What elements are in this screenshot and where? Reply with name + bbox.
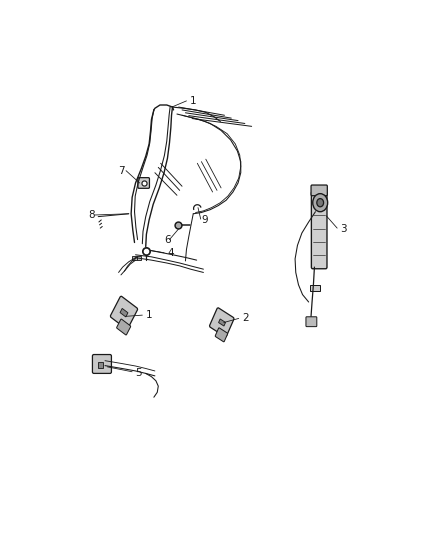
Text: 2: 2 <box>242 313 249 324</box>
Bar <box>98 362 103 368</box>
Text: 1: 1 <box>146 310 152 320</box>
FancyBboxPatch shape <box>92 354 111 374</box>
Bar <box>120 309 128 317</box>
Text: 1: 1 <box>190 96 197 106</box>
Bar <box>219 319 226 326</box>
FancyBboxPatch shape <box>306 317 317 327</box>
FancyBboxPatch shape <box>110 296 138 329</box>
Bar <box>132 256 137 260</box>
Text: 5: 5 <box>135 368 142 377</box>
Circle shape <box>313 193 328 212</box>
Bar <box>137 256 141 260</box>
Circle shape <box>317 199 324 207</box>
Text: 8: 8 <box>88 210 95 220</box>
FancyBboxPatch shape <box>311 185 327 196</box>
FancyBboxPatch shape <box>138 177 149 188</box>
FancyBboxPatch shape <box>215 328 228 342</box>
Text: 7: 7 <box>119 166 125 176</box>
Text: 4: 4 <box>167 248 174 258</box>
Text: 3: 3 <box>340 224 346 234</box>
FancyBboxPatch shape <box>209 308 234 337</box>
FancyBboxPatch shape <box>311 191 327 269</box>
Text: 9: 9 <box>201 215 208 225</box>
Text: 6: 6 <box>164 235 171 245</box>
Bar <box>310 285 319 290</box>
FancyBboxPatch shape <box>117 319 131 335</box>
